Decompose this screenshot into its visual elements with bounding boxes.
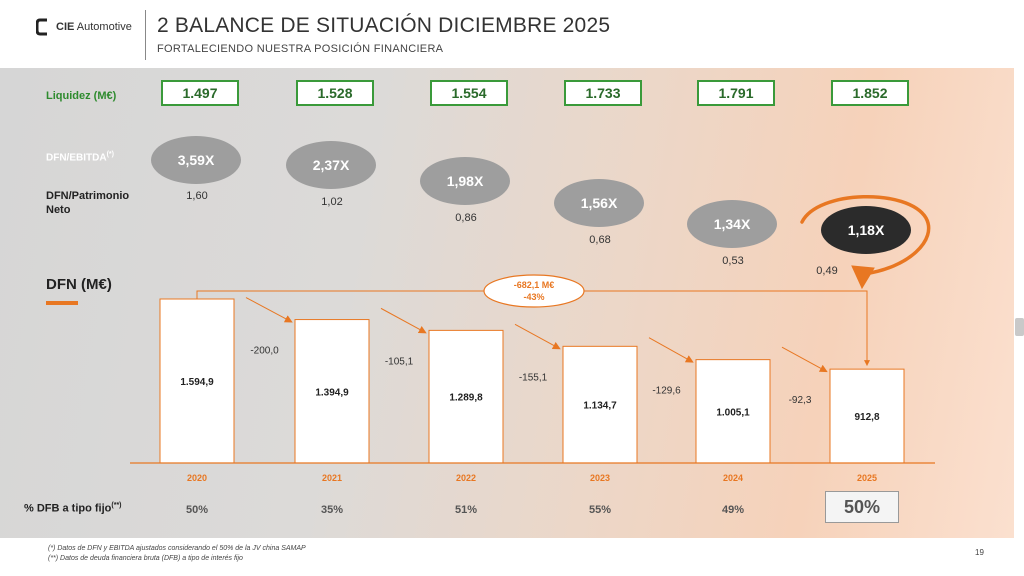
dfn-patrimonio-label: DFN/Patrimonio Neto [46, 190, 130, 216]
liquidez-value-2024: 1.791 [697, 80, 775, 106]
dfn-patrimonio-value-2024: 0,53 [722, 255, 744, 267]
scrollbar-thumb[interactable] [1015, 318, 1024, 336]
dfn-label: DFN (M€) [46, 276, 112, 293]
highlight-arc [800, 194, 931, 276]
dfn-ebitda-value-2021: 2,37X [286, 141, 376, 189]
total-change-badge [483, 274, 585, 308]
pct-fixed-label: % DFB a tipo fijo(**) [24, 502, 122, 515]
delta-arrow-2 [514, 323, 561, 350]
delta-label-3: -129,6 [652, 386, 681, 397]
total-change-pct: -43% [523, 292, 544, 302]
footnote-2: (**) Datos de deuda financiera bruta (DF… [48, 555, 243, 562]
bar-value-2020: 1.594,9 [180, 377, 214, 388]
delta-label-1: -105,1 [385, 356, 414, 367]
header: CIE Automotive 2 BALANCE DE SITUACIÓN DI… [0, 0, 1024, 66]
bar-2022 [428, 329, 504, 464]
bar-2024 [695, 359, 771, 464]
bar-value-2023: 1.134,7 [583, 401, 617, 412]
dfn-patrimonio-value-2023: 0,68 [589, 234, 611, 246]
delta-arrow-0 [245, 297, 293, 323]
delta-label-4: -92,3 [789, 395, 812, 406]
dfn-accent-bar [46, 301, 78, 305]
dfn-patrimonio-value-2022: 0,86 [455, 212, 477, 224]
page-title: 2 BALANCE DE SITUACIÓN DICIEMBRE 2025 [157, 14, 611, 37]
liquidez-value-2025: 1.852 [831, 80, 909, 106]
liquidez-label: Liquidez (M€) [46, 90, 117, 102]
delta-arrow-1 [380, 307, 427, 334]
pct-fixed-value-2020: 50% [185, 504, 209, 516]
pct-fixed-value-2024: 49% [721, 504, 745, 516]
bar-value-2025: 912,8 [854, 412, 879, 423]
cie-logo-icon [36, 18, 47, 36]
bar-value-2022: 1.289,8 [449, 393, 483, 404]
logo-text: CIE Automotive [56, 21, 132, 33]
dfn-ebitda-value-2024: 1,34X [687, 200, 777, 248]
dfn-patrimonio-value-2020: 1,60 [186, 190, 208, 202]
total-change-amount: -682,1 M€ [514, 280, 555, 290]
delta-label-2: -155,1 [519, 372, 548, 383]
pct-fixed-value-2023: 55% [588, 504, 612, 516]
bar-2025 [829, 368, 905, 464]
dfn-ebitda-value-2020: 3,59X [151, 136, 241, 184]
liquidez-value-2023: 1.733 [564, 80, 642, 106]
x-tick-2021: 2021 [322, 473, 342, 483]
x-tick-2022: 2022 [456, 473, 476, 483]
dfn-ebitda-value-2025: 1,18X [821, 206, 911, 254]
highlight-arrowhead [851, 265, 875, 290]
page-number: 19 [975, 548, 984, 557]
dfn-patrimonio-value-2021: 1,02 [321, 196, 343, 208]
bar-2020 [159, 298, 235, 464]
delta-arrow-3 [648, 337, 694, 363]
cie-logo: CIE Automotive [36, 18, 132, 36]
liquidez-value-2020: 1.497 [161, 80, 239, 106]
bar-value-2021: 1.394,9 [315, 387, 349, 398]
dfn-ebitda-value-2022: 1,98X [420, 157, 510, 205]
pct-fixed-value-2025: 50% [825, 491, 899, 523]
x-tick-2024: 2024 [723, 473, 743, 483]
footnote-1: (*) Datos de DFN y EBITDA ajustados cons… [48, 545, 306, 552]
liquidez-value-2022: 1.554 [430, 80, 508, 106]
page-subtitle: FORTALECIENDO NUESTRA POSICIÓN FINANCIER… [157, 43, 444, 55]
dfn-ebitda-label: DFN/EBITDA(*) [46, 151, 114, 164]
x-tick-2023: 2023 [590, 473, 610, 483]
header-divider [145, 10, 146, 60]
dfn-patrimonio-value-2025: 0,49 [816, 265, 838, 277]
dfn-ebitda-value-2023: 1,56X [554, 179, 644, 227]
delta-label-0: -200,0 [250, 346, 279, 357]
pct-fixed-value-2021: 35% [320, 504, 344, 516]
bar-2021 [294, 319, 370, 464]
pct-fixed-value-2022: 51% [454, 504, 478, 516]
x-tick-2020: 2020 [187, 473, 207, 483]
x-tick-2025: 2025 [857, 473, 877, 483]
bar-value-2024: 1.005,1 [716, 407, 750, 418]
delta-arrow-4 [781, 346, 828, 373]
bar-2023 [562, 345, 638, 464]
liquidez-value-2021: 1.528 [296, 80, 374, 106]
